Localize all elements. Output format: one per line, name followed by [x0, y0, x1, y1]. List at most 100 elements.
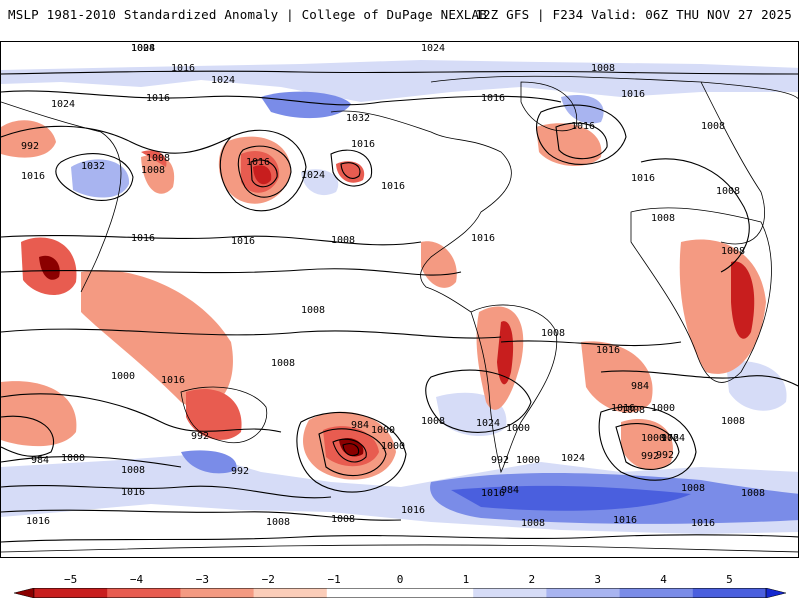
contour-label: 1016: [246, 157, 270, 168]
colorbar: [14, 588, 786, 598]
contour-label: 1016: [146, 93, 170, 104]
colorbar-segment: [34, 588, 108, 598]
contour-label: 1008: [721, 246, 745, 257]
contour-label: 1008: [741, 488, 765, 499]
contour-label: 992: [491, 455, 509, 466]
contour-label: 1016: [691, 518, 715, 529]
colorbar-segment: [107, 588, 181, 598]
greenland-coast: [520, 81, 578, 132]
colorbar-segment: [473, 588, 547, 598]
south-america-coast: [470, 304, 558, 474]
contour-label: 1008: [266, 517, 290, 528]
contour-label: 1016: [121, 487, 145, 498]
contour-label: 1000: [641, 433, 665, 444]
contour-label: 1008: [591, 63, 615, 74]
contour-label: 1000: [506, 423, 530, 434]
australia-negative: [186, 388, 242, 440]
ne-pacific-positive: [301, 169, 339, 196]
eurasia-coast: [430, 75, 798, 245]
peru-negative: [421, 241, 457, 288]
contour-labels: 1032 1024 1016 1024 1016 1032 1024 1016 1024 1016…: [21, 43, 765, 529]
nw-pacific-positive: [71, 159, 130, 198]
contour-label: 1016: [21, 171, 45, 182]
colorbar-tick-label: 4: [660, 573, 667, 586]
antarctica-coast: [1, 544, 798, 553]
contour-label: 1008: [121, 465, 145, 476]
contour-label: 1008: [331, 514, 355, 525]
contour-label: 992: [21, 141, 39, 152]
contour-label: 1008: [301, 305, 325, 316]
contour-label: 992: [641, 451, 659, 462]
contour-label: 1024: [51, 99, 75, 110]
east-africa-negative-core: [731, 261, 755, 339]
siberia-negative: [536, 123, 602, 167]
indian-ocean-negative: [1, 381, 77, 447]
coastlines: [1, 75, 798, 553]
map-title: MSLP 1981-2010 Standardized Anomaly | Co…: [8, 7, 487, 22]
colorbar-tick-label: 3: [594, 573, 601, 586]
contour-label: 1016: [401, 505, 425, 516]
contour-label: 1024: [661, 433, 685, 444]
contour-label: 1016: [621, 89, 645, 100]
contour-label: 1008: [701, 121, 725, 132]
negative-anomaly-shading: [1, 120, 766, 480]
southern-ocean-max: [451, 485, 691, 511]
contour-label: 1016: [471, 233, 495, 244]
south-indian-positive: [726, 361, 787, 411]
contour-label: 1016: [571, 121, 595, 132]
contour-label: 1032: [81, 161, 105, 172]
andes-negative-core: [497, 321, 514, 385]
colorbar-segment: [326, 588, 401, 598]
south-indian-negative: [621, 418, 673, 470]
asia-east-coast: [1, 101, 122, 293]
contour-label: 1016: [613, 515, 637, 526]
positive-anomaly-shading: [1, 60, 798, 534]
map-panel: 1032 1024 1016 1024 1016 1032 1024 1016 1024 1016…: [0, 41, 799, 558]
contour-label: 1008: [716, 186, 740, 197]
contour-label: 1016: [611, 403, 635, 414]
contour-label: 984: [351, 420, 369, 431]
contour-label: 1008: [131, 43, 155, 54]
contour-label: 1024: [421, 43, 445, 54]
colorbar-min-arrow: [14, 588, 35, 598]
contour-label: 1016: [481, 488, 505, 499]
contour-label: 1008: [421, 416, 445, 427]
contour-label: 1008: [141, 165, 165, 176]
north-america-coast: [330, 110, 512, 313]
north-pacific-positive: [261, 91, 351, 119]
contour-label: 984: [501, 485, 519, 496]
contour-label: 1016: [631, 173, 655, 184]
colorbar-tick-label: 5: [726, 573, 733, 586]
colorbar-segment: [180, 588, 255, 598]
contour-label: 1008: [521, 518, 545, 529]
contour-label: 1024: [211, 75, 235, 86]
colorbar-tick-label: 0: [396, 573, 404, 586]
colorbar-segment: [619, 588, 694, 598]
anomaly-map: 1032 1024 1016 1024 1016 1032 1024 1016 1024 1016…: [1, 43, 798, 553]
contour-label: 1016: [131, 233, 155, 244]
contour-label: 984: [631, 381, 649, 392]
contour-label: 1008: [651, 213, 675, 224]
contour-label: 1000: [651, 403, 675, 414]
arctic-positive-band: [1, 60, 798, 102]
contour-label: 1000: [371, 425, 395, 436]
colorbar-segment: [692, 588, 767, 598]
north-pacific-low-core: [253, 165, 272, 185]
contour-label: 1000: [111, 371, 135, 382]
philippines-negative-core: [39, 255, 60, 280]
contour-label: 976: [661, 433, 679, 444]
colorbar-tick-label: −1: [327, 573, 341, 586]
africa-coast: [630, 207, 772, 383]
contour-label: 1008: [331, 235, 355, 246]
contour-label: 1024: [476, 418, 500, 429]
contour-label: 1016: [596, 345, 620, 356]
contour-label: 1008: [541, 328, 565, 339]
contour-label: 1024: [301, 170, 325, 181]
south-atlantic-negative: [581, 341, 653, 413]
contour-label: 992: [656, 450, 674, 461]
colorbar-max-arrow: [765, 588, 786, 598]
contour-label: 1008: [681, 483, 705, 494]
contour-label: 1016: [231, 236, 255, 247]
colorbar-tick-label: 1: [462, 573, 470, 586]
colorbar-border: [33, 588, 767, 598]
